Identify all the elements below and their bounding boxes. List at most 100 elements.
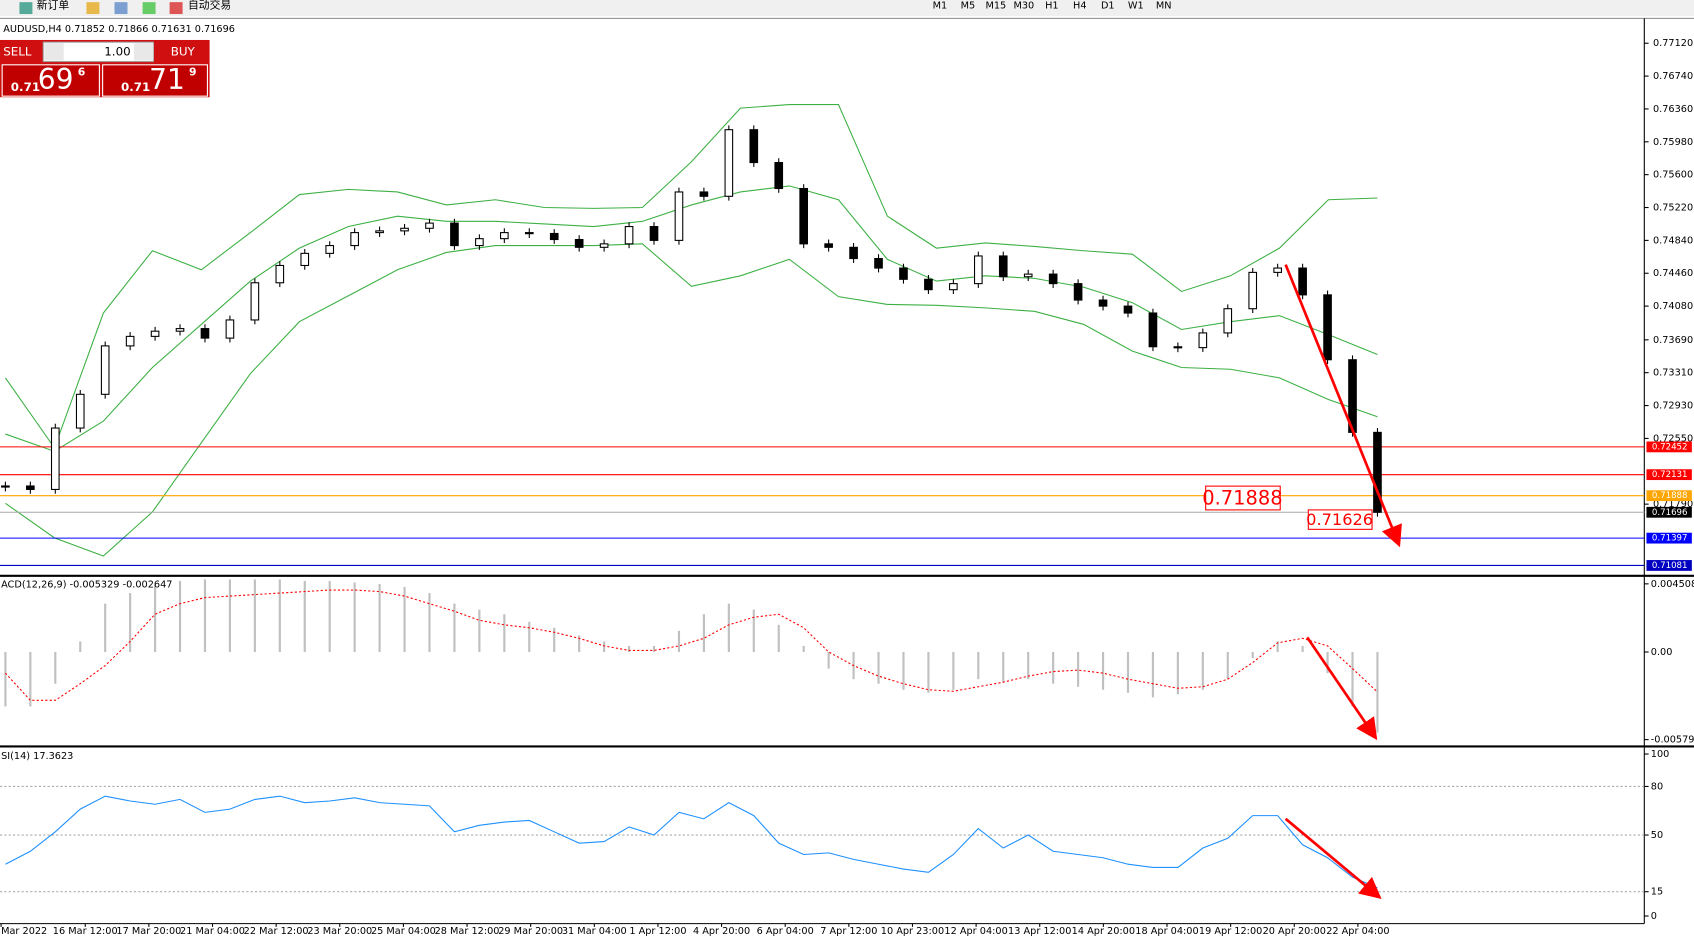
macd-bar bbox=[553, 627, 556, 652]
buy-price-box[interactable] bbox=[102, 64, 208, 97]
candle bbox=[1148, 312, 1158, 348]
tool-icon[interactable] bbox=[114, 2, 128, 15]
macd-bar bbox=[802, 645, 805, 652]
macd-bar bbox=[4, 651, 7, 707]
autotrade-icon[interactable] bbox=[169, 2, 183, 15]
bollinger-lower bbox=[5, 243, 1378, 557]
timeframe[interactable]: M1 bbox=[933, 0, 948, 11]
bollinger-middle bbox=[5, 185, 1378, 452]
y-tick-label: 0.76740 bbox=[1653, 71, 1693, 82]
timeframe[interactable]: M15 bbox=[985, 0, 1006, 11]
level-tag bbox=[1646, 441, 1692, 453]
level-tag bbox=[1646, 490, 1692, 502]
auto-trading[interactable]: 自动交易 bbox=[188, 0, 231, 11]
macd-bar bbox=[777, 624, 780, 652]
macd-bar bbox=[927, 651, 930, 693]
toolbar-bg bbox=[0, 0, 1694, 17]
level-label: 0.72452 bbox=[1652, 442, 1688, 452]
macd-bar bbox=[1052, 651, 1055, 684]
y-tick-label: 0.75220 bbox=[1653, 203, 1693, 214]
level-label: 0.71081 bbox=[1652, 561, 1688, 571]
ask-big: 71 bbox=[149, 63, 185, 96]
y-tick-label: 0.73310 bbox=[1653, 368, 1693, 379]
macd-bar bbox=[1326, 651, 1329, 674]
level-tag bbox=[1646, 469, 1692, 481]
timeframe[interactable]: D1 bbox=[1101, 0, 1115, 11]
candle bbox=[175, 328, 185, 332]
macd-bar bbox=[1276, 641, 1279, 652]
y-tick-label: 0.00 bbox=[1651, 647, 1673, 658]
volume[interactable]: 1.00 bbox=[104, 44, 130, 58]
spin-down[interactable] bbox=[44, 43, 64, 61]
candle bbox=[50, 427, 60, 490]
candle bbox=[549, 232, 559, 241]
macd-bar bbox=[378, 583, 381, 652]
x-tick-label: 22 Mar 12:00 bbox=[244, 926, 309, 937]
timeframes: M1 M5 M15 M30 H1 H4 D1 W1 MN bbox=[933, 0, 1172, 11]
candle bbox=[1248, 271, 1258, 310]
candle bbox=[824, 243, 833, 248]
spin-up[interactable] bbox=[133, 43, 154, 61]
current-price-tag bbox=[1646, 506, 1692, 518]
candle bbox=[250, 282, 260, 321]
new-order[interactable]: 新订单 bbox=[37, 0, 70, 11]
macd-bar bbox=[203, 579, 207, 652]
tool-icon[interactable] bbox=[86, 2, 100, 15]
x-tick-label: 18 Apr 04:00 bbox=[1135, 926, 1198, 937]
x-tick-label: 22 Apr 04:00 bbox=[1326, 926, 1389, 937]
timeframe[interactable]: MN bbox=[1156, 0, 1172, 11]
y-tick-label: 0.75600 bbox=[1653, 170, 1693, 181]
candle bbox=[475, 238, 484, 247]
buy[interactable]: BUY bbox=[171, 44, 196, 58]
y-tick-label: 0.004508 bbox=[1651, 579, 1694, 590]
macd-bar bbox=[278, 579, 281, 652]
y-tick-label: -0.005798 bbox=[1651, 735, 1694, 746]
macd-bar bbox=[178, 580, 182, 652]
candle bbox=[400, 227, 409, 232]
candle bbox=[724, 129, 734, 197]
tool-icon[interactable] bbox=[142, 2, 156, 15]
candle bbox=[998, 255, 1008, 278]
macd-bar bbox=[752, 609, 755, 652]
order-icon[interactable] bbox=[19, 2, 33, 15]
timeframe[interactable]: W1 bbox=[1128, 0, 1144, 11]
macd-label: ACD(12,26,9) -0.005329 -0.002647 bbox=[1, 579, 172, 590]
sell-price-box[interactable] bbox=[1, 64, 100, 97]
y-tick-label: 0.74840 bbox=[1653, 235, 1693, 246]
candle bbox=[1298, 267, 1307, 296]
sell-button[interactable] bbox=[1, 41, 40, 63]
timeframe[interactable]: H4 bbox=[1073, 0, 1087, 11]
bid-big: 69 bbox=[38, 63, 74, 96]
candle bbox=[1323, 294, 1332, 361]
level-label: 0.71888 bbox=[1652, 491, 1688, 501]
candle bbox=[1198, 332, 1208, 349]
y-tick-label: 0.74460 bbox=[1653, 268, 1693, 279]
y-tick-label: 100 bbox=[1651, 749, 1670, 760]
x-tick-label: 23 Mar 20:00 bbox=[307, 926, 372, 937]
annotation-box bbox=[1205, 485, 1281, 511]
level-label: 0.71397 bbox=[1652, 534, 1688, 544]
macd-bar bbox=[79, 641, 82, 652]
timeframe[interactable]: M30 bbox=[1013, 0, 1034, 11]
annotation: 0.71888 bbox=[1202, 487, 1282, 510]
timeframe[interactable]: M5 bbox=[961, 0, 976, 11]
candle bbox=[599, 243, 609, 248]
macd-bar bbox=[129, 593, 132, 652]
ask-small: 9 bbox=[189, 65, 197, 78]
macd-bar bbox=[1077, 651, 1080, 687]
x-tick-label: 25 Mar 04:00 bbox=[371, 926, 436, 937]
candle bbox=[874, 258, 883, 269]
candle bbox=[225, 319, 235, 339]
macd-bar bbox=[1176, 651, 1179, 695]
candle bbox=[774, 162, 784, 190]
x-tick-label: 12 Apr 04:00 bbox=[944, 926, 1007, 937]
sell[interactable]: SELL bbox=[3, 44, 32, 58]
candle bbox=[1048, 273, 1058, 285]
x-tick-label: 7 Apr 12:00 bbox=[820, 926, 877, 937]
x-tick-label: 1 Apr 12:00 bbox=[629, 926, 686, 937]
y-tick-label: 0 bbox=[1651, 911, 1657, 922]
bid-small: 6 bbox=[78, 65, 86, 78]
timeframe[interactable]: H1 bbox=[1045, 0, 1059, 11]
